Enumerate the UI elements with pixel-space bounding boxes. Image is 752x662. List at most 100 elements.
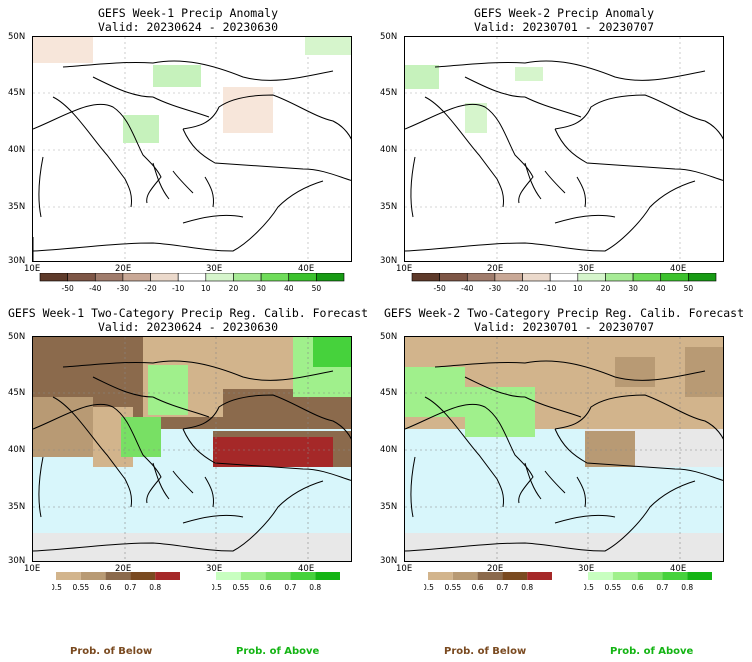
footer-below-label: Prob. of Below	[444, 646, 527, 657]
lon-label: 40E	[670, 564, 687, 574]
lon-label: 40E	[670, 264, 687, 274]
colorbar-swatch	[288, 273, 317, 282]
lat-label: 35N	[8, 202, 26, 212]
above-colorbar: 0.5 0.55 0.6 0.7 0.8	[212, 572, 340, 592]
colorbar-tick-label: 20	[229, 284, 239, 293]
below-colorbar: 0.5 0.55 0.6 0.7 0.8	[52, 572, 180, 592]
colorbar-tick-label: 0.6	[632, 583, 644, 592]
colorbar-tick-label: -40	[89, 284, 101, 293]
colorbar-swatch	[56, 572, 81, 580]
panel-valid-dates: Valid: 20230624 - 20230630	[97, 320, 278, 334]
colorbar-tick-label: 0.55	[604, 583, 621, 592]
colorbar-swatch	[637, 572, 663, 580]
colorbar-swatch	[577, 273, 606, 282]
footer-above-label: Prob. of Above	[236, 646, 320, 657]
colorbar-tick-label: 40	[656, 284, 666, 293]
lat-label: 50N	[8, 32, 26, 42]
lat-label: 45N	[8, 88, 26, 98]
lat-label: 50N	[380, 332, 398, 342]
lat-label: 40N	[8, 145, 26, 155]
footer-below-label: Prob. of Below	[70, 646, 153, 657]
colorbar-tick-label: 0.6	[260, 583, 272, 592]
colorbar-tick-label: -50	[62, 284, 74, 293]
colorbar-swatch	[150, 273, 179, 282]
lat-label: 45N	[380, 88, 398, 98]
panel-valid-dates: Valid: 20230701 - 20230707	[473, 20, 654, 34]
colorbar-swatch	[466, 273, 496, 282]
colorbar-tick-label: 0.55	[444, 583, 461, 592]
colorbar-swatch	[452, 572, 478, 580]
panel-valid-dates: Valid: 20230624 - 20230630	[97, 20, 278, 34]
colorbar-swatch	[494, 273, 523, 282]
colorbar-swatch	[660, 273, 689, 282]
panel-title: GEFS Week-1 Two-Category Precip Reg. Cal…	[7, 306, 369, 320]
lon-label: 20E	[487, 264, 504, 274]
colorbar-tick-label: 0.8	[149, 583, 161, 592]
lat-label: 45N	[8, 388, 26, 398]
lat-label: 50N	[380, 32, 398, 42]
lon-label: 20E	[115, 564, 132, 574]
colorbar-swatch	[502, 572, 528, 580]
map-week1-probability	[32, 336, 352, 562]
below-colorbar: 0.5 0.55 0.6 0.7 0.8	[424, 572, 552, 592]
colorbar-tick-label: 0.7	[284, 583, 296, 592]
colorbar-swatch	[155, 572, 180, 580]
panel-title: GEFS Week-2 Two-Category Precip Reg. Cal…	[383, 306, 745, 320]
colorbar-tick-label: 30	[256, 284, 266, 293]
colorbar-swatch	[632, 273, 662, 282]
colorbar-tick-label: -10	[544, 284, 556, 293]
colorbar-swatch	[549, 273, 579, 282]
colorbar-tick-label: 0.6	[472, 583, 484, 592]
colorbar-tick-label: -20	[144, 284, 156, 293]
colorbar-swatch	[94, 273, 124, 282]
lat-label: 35N	[380, 202, 398, 212]
above-colorbar: 0.5 0.55 0.6 0.7 0.8	[584, 572, 712, 592]
colorbar-tick-label: 0.5	[424, 583, 434, 592]
colorbar-swatch	[428, 572, 453, 580]
colorbar-tick-label: 50	[684, 284, 694, 293]
colorbar-tick-label: 0.8	[681, 583, 693, 592]
lon-label: 40E	[298, 264, 315, 274]
panel-title: GEFS Week-1 Precip Anomaly	[97, 6, 278, 20]
colorbar-tick-label: 0.6	[100, 583, 112, 592]
colorbar-tick-label: 0.5	[584, 583, 594, 592]
lat-label: 40N	[380, 445, 398, 455]
probability-shading	[33, 337, 351, 561]
colorbar-swatch	[411, 273, 440, 282]
colorbar-swatch	[612, 572, 638, 580]
colorbar-tick-label: 0.8	[521, 583, 533, 592]
map-week1-anomaly	[32, 36, 352, 262]
lat-label: 35N	[380, 502, 398, 512]
lon-label: 20E	[115, 264, 132, 274]
anomaly-shading	[405, 65, 543, 133]
lat-label: 30N	[8, 556, 26, 566]
lon-label: 30E	[578, 264, 595, 274]
lon-label: 10E	[24, 264, 41, 274]
colorbar-swatch	[315, 572, 340, 580]
colorbar-tick-label: -10	[172, 284, 184, 293]
colorbar-swatch	[177, 273, 207, 282]
colorbar-swatch	[687, 572, 712, 580]
lat-label: 40N	[380, 145, 398, 155]
colorbar-swatch	[316, 273, 345, 282]
colorbar-swatch	[216, 572, 241, 580]
colorbar-swatch	[67, 273, 96, 282]
colorbar-swatch	[80, 572, 106, 580]
colorbar-tick-label: -50	[434, 284, 446, 293]
probability-shading	[405, 337, 723, 561]
lon-label: 20E	[487, 564, 504, 574]
colorbar-tick-label: 30	[628, 284, 638, 293]
colorbar-tick-label: -30	[117, 284, 129, 293]
panel-valid-dates: Valid: 20230701 - 20230707	[473, 320, 654, 334]
colorbar-swatch	[605, 273, 634, 282]
colorbar-tick-label: 10	[201, 284, 211, 293]
anomaly-colorbar: -50 -40 -30 -20 -10 10 20 30 40 50	[411, 273, 717, 293]
colorbar-tick-label: -40	[461, 284, 473, 293]
map-week2-probability	[404, 336, 724, 562]
map-svg	[405, 337, 723, 561]
lon-label: 30E	[206, 264, 223, 274]
colorbar-swatch	[439, 273, 468, 282]
colorbar-tick-label: -30	[489, 284, 501, 293]
colorbar-tick-label: 0.7	[496, 583, 508, 592]
colorbar-swatch	[233, 273, 262, 282]
